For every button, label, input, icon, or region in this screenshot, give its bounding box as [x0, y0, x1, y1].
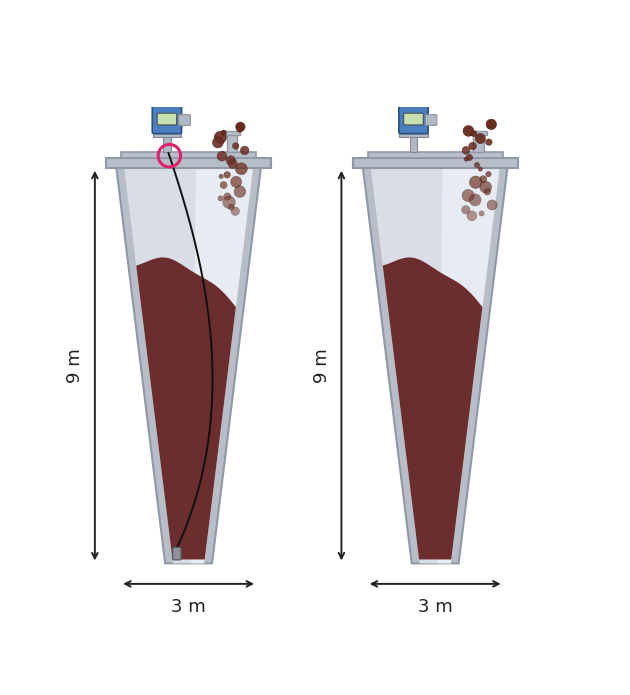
- FancyBboxPatch shape: [425, 115, 437, 125]
- FancyBboxPatch shape: [470, 131, 487, 135]
- Circle shape: [219, 174, 223, 179]
- FancyBboxPatch shape: [106, 158, 271, 168]
- Circle shape: [232, 142, 239, 149]
- Circle shape: [487, 200, 497, 210]
- Text: 3 m: 3 m: [171, 598, 206, 616]
- Circle shape: [479, 211, 484, 216]
- Circle shape: [236, 122, 245, 131]
- FancyBboxPatch shape: [157, 113, 176, 125]
- FancyBboxPatch shape: [399, 103, 428, 133]
- Circle shape: [478, 167, 483, 171]
- Circle shape: [464, 157, 469, 161]
- Circle shape: [228, 204, 234, 210]
- Circle shape: [463, 126, 474, 136]
- Circle shape: [231, 207, 239, 215]
- Circle shape: [484, 188, 491, 195]
- Circle shape: [474, 163, 479, 167]
- Circle shape: [466, 154, 472, 161]
- Text: 9 m: 9 m: [312, 348, 331, 383]
- Circle shape: [212, 137, 224, 148]
- FancyBboxPatch shape: [367, 152, 503, 158]
- Polygon shape: [136, 257, 236, 559]
- Circle shape: [228, 159, 238, 168]
- Circle shape: [469, 142, 476, 150]
- Circle shape: [224, 172, 231, 178]
- Circle shape: [226, 156, 236, 165]
- Circle shape: [480, 181, 491, 193]
- FancyBboxPatch shape: [404, 113, 423, 125]
- Polygon shape: [383, 257, 483, 559]
- Text: 9 m: 9 m: [66, 348, 84, 383]
- Circle shape: [475, 133, 486, 144]
- Circle shape: [224, 193, 231, 200]
- Polygon shape: [363, 168, 507, 564]
- Circle shape: [469, 194, 481, 206]
- Circle shape: [240, 146, 249, 155]
- FancyBboxPatch shape: [473, 133, 484, 152]
- Polygon shape: [124, 168, 253, 564]
- FancyBboxPatch shape: [353, 158, 518, 168]
- Polygon shape: [370, 168, 500, 564]
- Polygon shape: [117, 168, 261, 564]
- Circle shape: [218, 196, 223, 201]
- Circle shape: [236, 163, 248, 174]
- Circle shape: [462, 190, 474, 202]
- Circle shape: [237, 126, 243, 132]
- FancyBboxPatch shape: [152, 103, 181, 133]
- FancyBboxPatch shape: [179, 115, 190, 125]
- FancyBboxPatch shape: [224, 131, 240, 135]
- Polygon shape: [438, 168, 500, 564]
- Circle shape: [462, 147, 470, 154]
- Circle shape: [217, 152, 227, 161]
- Circle shape: [486, 139, 492, 145]
- FancyBboxPatch shape: [410, 137, 418, 152]
- Circle shape: [234, 186, 246, 197]
- Circle shape: [220, 181, 227, 188]
- Circle shape: [221, 130, 226, 136]
- Circle shape: [231, 177, 242, 188]
- Circle shape: [469, 176, 482, 188]
- Circle shape: [462, 206, 470, 214]
- Text: 3 m: 3 m: [418, 598, 452, 616]
- FancyBboxPatch shape: [173, 547, 181, 560]
- Circle shape: [486, 119, 496, 130]
- FancyBboxPatch shape: [163, 137, 171, 152]
- Polygon shape: [191, 168, 253, 564]
- FancyBboxPatch shape: [152, 132, 181, 137]
- FancyBboxPatch shape: [227, 133, 238, 152]
- FancyBboxPatch shape: [399, 132, 428, 137]
- FancyBboxPatch shape: [121, 152, 256, 158]
- Circle shape: [214, 131, 227, 143]
- Circle shape: [223, 196, 236, 208]
- Circle shape: [479, 176, 487, 183]
- Circle shape: [486, 172, 491, 177]
- Circle shape: [471, 131, 477, 136]
- Circle shape: [467, 211, 477, 221]
